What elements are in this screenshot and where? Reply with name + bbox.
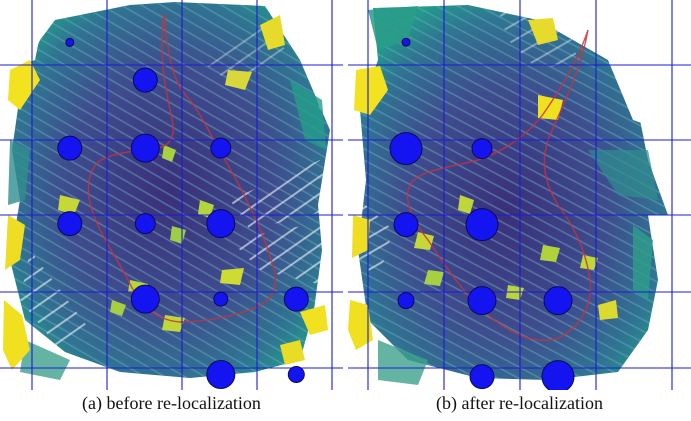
landmark-circle <box>130 284 160 314</box>
landmark-circle <box>543 286 573 316</box>
grid <box>348 0 691 390</box>
landmark-circle <box>465 208 499 242</box>
landmark-circle <box>397 292 415 310</box>
landmark-circle <box>471 138 493 160</box>
landmark-circle <box>467 286 497 316</box>
caption-after: (b) after re-localization <box>436 393 603 413</box>
pointcloud-map-before <box>0 0 343 390</box>
landmark-circle <box>213 291 229 307</box>
landmark-circle <box>130 133 160 163</box>
panel-after-relocalization <box>348 0 691 390</box>
landmark-circle <box>210 137 232 159</box>
caption-before: (a) before re-localization <box>82 393 261 413</box>
landmark-circle <box>283 286 309 312</box>
landmark-circle <box>401 37 411 47</box>
grid <box>0 0 343 390</box>
landmark-circle <box>57 135 83 161</box>
landmark-circle <box>65 37 75 47</box>
landmark-circle <box>206 360 236 389</box>
panel-before-relocalization <box>0 0 343 390</box>
pointcloud <box>0 0 343 380</box>
landmark-circle <box>287 366 305 383</box>
landmark-layer <box>389 37 575 390</box>
trajectory-path <box>406 29 592 342</box>
landmark-circle <box>134 213 156 235</box>
landmark-circle <box>389 132 423 166</box>
landmark-circle <box>541 360 575 390</box>
landmark-circle <box>469 364 495 390</box>
landmark-circle <box>206 209 236 239</box>
landmark-circle <box>132 67 158 93</box>
pointcloud-map-after <box>348 0 691 390</box>
landmark-circle <box>393 212 419 238</box>
landmark-layer <box>57 37 309 389</box>
landmark-circle <box>57 211 83 237</box>
